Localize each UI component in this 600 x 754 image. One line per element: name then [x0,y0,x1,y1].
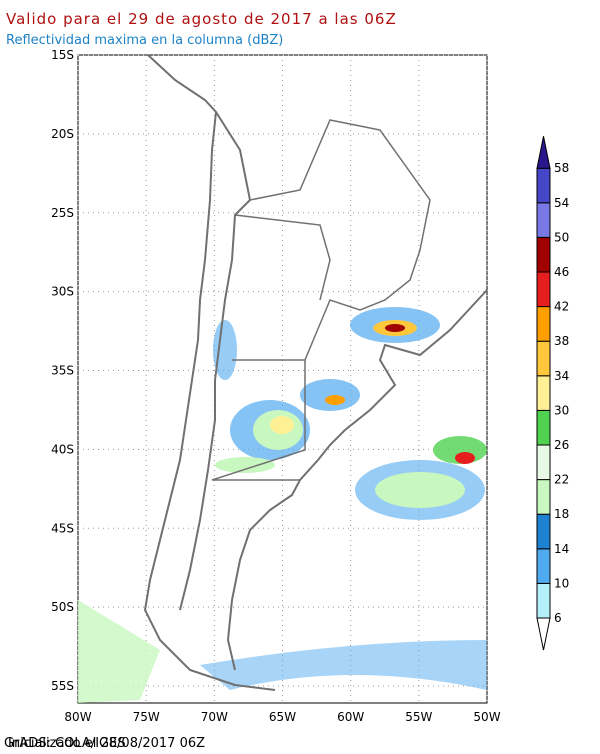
lat-labels: 15S 20S 25S 30S 35S 40S 45S 50S 55S [51,48,74,693]
colorbar-segment [536,236,551,273]
colorbar-label: 50 [554,230,569,244]
coastlines [143,54,488,691]
borders [211,119,431,481]
lat-label: 40S [51,442,74,456]
atlantic-coast [226,289,488,671]
echo [325,395,345,405]
colorbar-label: 54 [554,196,569,210]
pacific-coast [143,54,276,691]
colorbar-label: 38 [554,334,569,348]
echo [455,452,475,464]
lon-labels: 80W 75W 70W 65W 60W 55W 50W [64,710,500,724]
lat-label: 50S [51,600,74,614]
lat-label: 45S [51,521,74,535]
colorbar-segment [536,513,551,550]
lat-label: 30S [51,285,74,299]
colorbar-label: 58 [554,161,569,175]
lon-label: 50W [473,710,500,724]
colorbar-label: 34 [554,369,569,383]
colorbar-label: 10 [554,576,569,590]
colorbar-segment [536,202,551,238]
grid [77,54,488,703]
lon-label: 75W [133,710,160,724]
colorbar-segment [536,306,551,342]
colorbar-label: 30 [554,403,569,417]
colorbar-segment [536,548,551,584]
colorbar-segment [536,167,551,204]
colorbar-segment [536,375,551,411]
lon-label: 60W [337,710,364,724]
colorbar-segment [536,582,551,619]
title: Valido para el 29 de agosto de 2017 a la… [6,10,397,28]
echo [215,457,275,473]
subtitle: Reflectividad maxima en la columna (dBZ) [6,33,283,48]
colorbar-segment [536,444,551,481]
colorbar-segment [536,340,551,377]
lon-label: 55W [405,710,432,724]
reflectivity [78,307,487,703]
lon-label: 70W [201,710,228,724]
echo [300,379,360,411]
lat-label: 55S [51,679,74,693]
colorbar-label: 6 [554,611,562,625]
grads-credit: GrADS: COLA/IGES [4,736,126,750]
lat-label: 15S [51,48,74,62]
echo [213,320,237,380]
lat-label: 25S [51,206,74,220]
colorbar: 6 10 14 18 22 26 30 34 38 42 46 50 54 58 [536,136,569,651]
colorbar-label: 22 [554,473,569,487]
echo [385,324,405,332]
colorbar-segment [536,271,551,308]
echo [200,640,487,690]
colorbar-segment [536,409,551,446]
init-time: Inicializado el 28/08/2017 06Z [8,736,205,750]
colorbar-label: 26 [554,438,569,452]
lat-label: 35S [51,364,74,378]
colorbar-label: 46 [554,265,569,279]
colorbar-segment [536,479,551,515]
colorbar-label: 18 [554,507,569,521]
lon-label: 80W [64,710,91,724]
colorbar-label: 42 [554,300,569,314]
map: 15S 20S 25S 30S 35S 40S 45S 50S 55S 80W 75W 70W 65W… [51,48,501,724]
echo [78,600,160,703]
echo [375,472,465,508]
colorbar-label: 14 [554,542,569,556]
colorbar-segment [536,136,551,169]
lat-label: 20S [51,127,74,141]
lon-label: 65W [269,710,296,724]
echo [270,416,294,434]
